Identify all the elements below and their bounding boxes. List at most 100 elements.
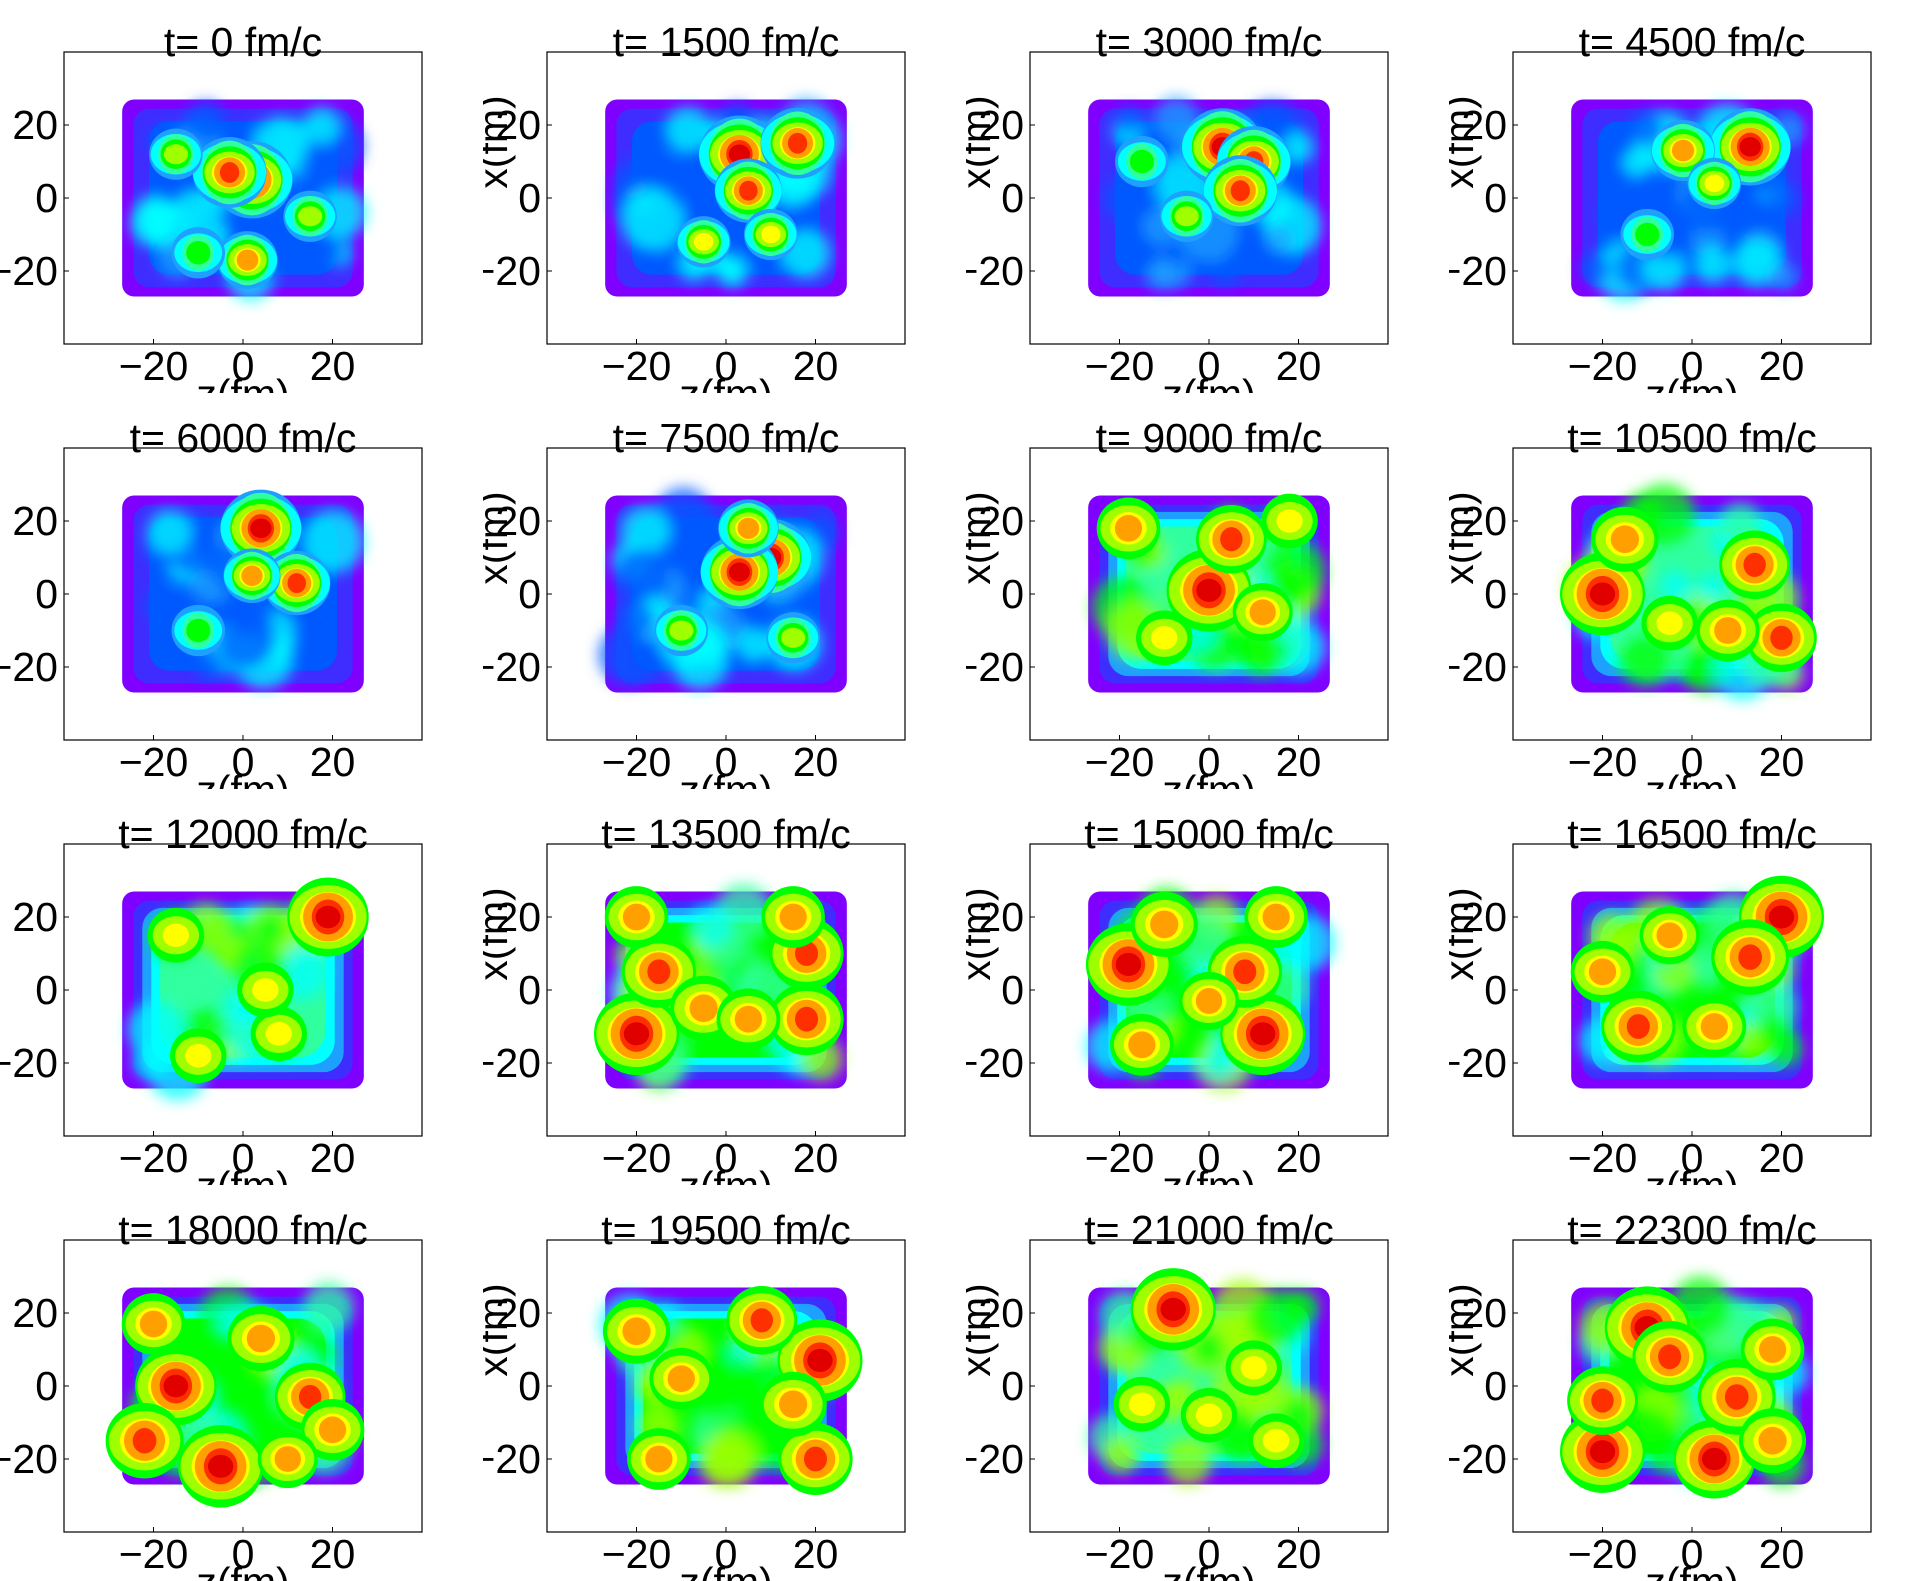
contour-level [246, 1324, 275, 1353]
contour-level [207, 1454, 234, 1478]
hotspot [1232, 583, 1293, 642]
contour-level [298, 1384, 322, 1410]
x-tick-label: −20 [1085, 1531, 1155, 1577]
y-tick-label: −20 [966, 644, 1024, 690]
density-panel: −20 0 20 20 0 −20 t= 1500 fm/c x(fm) z(fm) [483, 0, 963, 393]
hotspot [1113, 1376, 1171, 1432]
x-tick-label: −20 [602, 739, 672, 785]
y-tick-label: 20 [978, 498, 1024, 544]
contour-level [1174, 206, 1199, 227]
y-tick-label: 20 [978, 102, 1024, 148]
density-blob [1264, 226, 1293, 254]
contour-level [1588, 958, 1617, 986]
x-tick-label: 0 [232, 1135, 255, 1181]
x-tick-label: 0 [232, 739, 255, 785]
hotspot [1110, 1013, 1174, 1076]
x-tick-label: 20 [310, 1531, 356, 1577]
y-tick-label: −20 [1449, 644, 1507, 690]
panel-title: t= 7500 fm/c [612, 415, 840, 461]
contour-level [728, 562, 750, 582]
contour-level [1129, 149, 1154, 174]
x-tick-label: 0 [1681, 1531, 1704, 1577]
y-tick-label: 20 [1461, 498, 1507, 544]
x-axis-label: z(fm) [1513, 1164, 1871, 1185]
hotspot [250, 1006, 307, 1062]
y-tick-label: 0 [518, 175, 541, 221]
contour-level [1128, 1031, 1156, 1059]
y-tick-label: −20 [0, 644, 58, 690]
contour-level [1240, 1355, 1267, 1380]
x-axis-label: z(fm) [1513, 372, 1871, 393]
panel-title: t= 16500 fm/c [1567, 811, 1817, 857]
hotspot [1244, 886, 1308, 948]
hotspot [1203, 155, 1278, 227]
hotspot [1220, 992, 1306, 1076]
y-axis-label: x(fm) [1449, 491, 1482, 585]
contour-level [1701, 1447, 1727, 1471]
density-panel: −20 0 20 20 0 −20 t= 0 fm/c z(fm) [0, 0, 480, 393]
y-tick-label: 20 [495, 102, 541, 148]
hotspot [1746, 603, 1817, 673]
contour-level [1714, 617, 1742, 644]
hotspot [1179, 971, 1239, 1031]
y-tick-label: 20 [1461, 894, 1507, 940]
contour-level [779, 903, 807, 931]
x-axis-label: z(fm) [64, 372, 422, 393]
y-tick-label: 20 [495, 498, 541, 544]
panel-title: t= 3000 fm/c [1095, 19, 1323, 65]
heatmap-plot: −20 0 20 20 0 −20 [483, 1239, 906, 1577]
density-blob [1659, 570, 1693, 603]
hotspot [627, 1428, 691, 1490]
x-tick-label: 20 [310, 739, 356, 785]
contour-level [1758, 1426, 1787, 1455]
x-axis-label: z(fm) [1513, 1560, 1871, 1581]
contour-level [1249, 599, 1276, 626]
contour-level [298, 206, 323, 227]
x-tick-label: 0 [1681, 343, 1704, 389]
contour-level [1195, 988, 1223, 1014]
hotspot [192, 137, 267, 208]
y-axis-label: x(fm) [966, 491, 999, 585]
contour-level [1768, 905, 1795, 929]
contour-level [274, 1446, 301, 1472]
hotspot [147, 907, 205, 963]
contour-level [1115, 952, 1142, 976]
density-blob [1144, 259, 1176, 291]
y-tick-label: 0 [518, 967, 541, 1013]
contour-level [186, 241, 211, 265]
hotspot [726, 1286, 798, 1355]
hotspot [1740, 1318, 1805, 1381]
density-blob [1248, 1288, 1307, 1348]
density-panel: −20 0 20 20 0 −20 t= 16500 fm/c x(fm) z(fm) [1449, 792, 1916, 1185]
y-tick-label: 0 [1001, 571, 1024, 617]
contour-level [1230, 180, 1250, 202]
x-tick-label: 20 [1759, 1135, 1805, 1181]
contour-level [1160, 1297, 1186, 1321]
y-tick-label: −20 [1449, 1040, 1507, 1086]
hotspot [649, 1347, 714, 1410]
y-tick-label: −20 [483, 1040, 541, 1086]
y-tick-label: 0 [35, 1363, 58, 1409]
density-blob [701, 1429, 760, 1487]
contour-level [1626, 1014, 1650, 1039]
hotspot [1697, 1359, 1776, 1435]
y-tick-label: 0 [35, 967, 58, 1013]
contour-level [1589, 582, 1616, 606]
x-axis-label: z(fm) [547, 1560, 905, 1581]
x-tick-label: 20 [1759, 739, 1805, 785]
contour-level [1635, 222, 1660, 247]
heatmap-plot: −20 0 20 20 0 −20 [0, 447, 423, 785]
contour-level [163, 144, 188, 165]
x-tick-label: 0 [1198, 343, 1221, 389]
heatmap-plot: −20 0 20 20 0 −20 [1449, 1239, 1872, 1577]
hotspot [1130, 891, 1198, 957]
x-tick-label: 20 [793, 343, 839, 389]
density-blob [185, 101, 226, 142]
x-tick-label: −20 [602, 1531, 672, 1577]
contour-level [1724, 1384, 1749, 1410]
density-panel: −20 0 20 20 0 −20 t= 21000 fm/c x(fm) z(fm) [966, 1188, 1446, 1581]
x-tick-label: 0 [1681, 739, 1704, 785]
contour-level [241, 565, 263, 587]
contour-level [315, 905, 341, 929]
